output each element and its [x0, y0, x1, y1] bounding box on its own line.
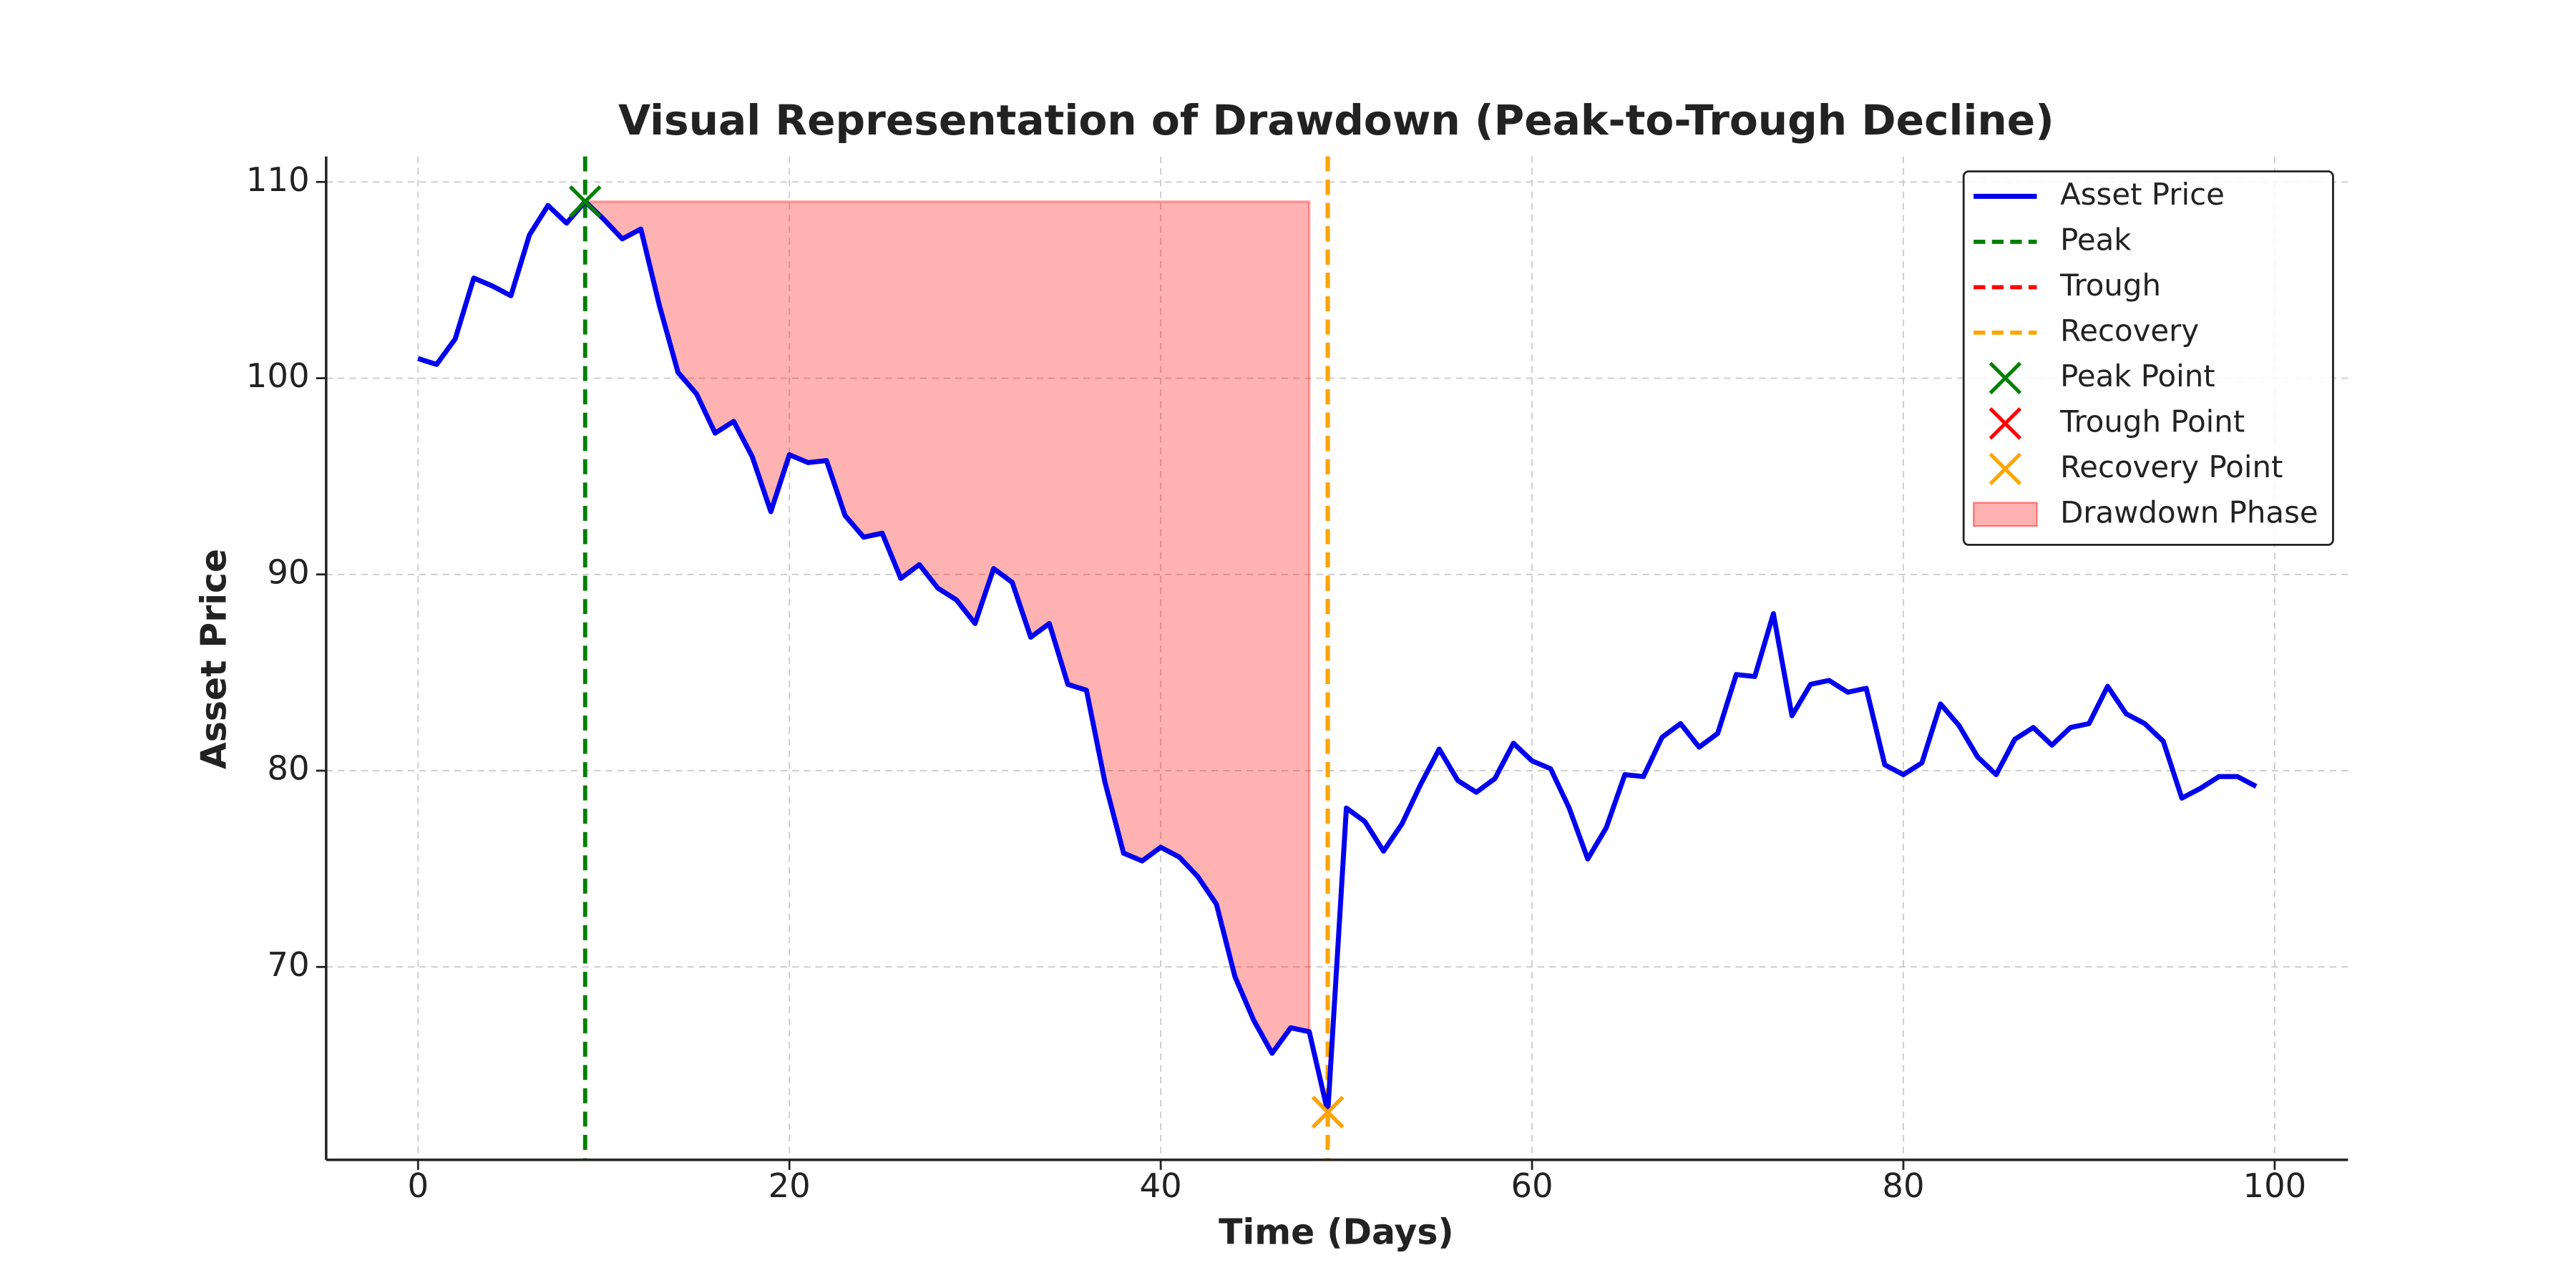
legend-swatch — [1989, 361, 2022, 395]
axes: 0 20 40 60 80 100 70 80 90 100 110 — [246, 156, 2348, 1205]
chart-title: Visual Representation of Drawdown (Peak-… — [618, 96, 2054, 145]
legend-swatch — [1989, 452, 2022, 486]
y-tick-label: 110 — [246, 160, 310, 199]
price-line — [417, 199, 2258, 1115]
marker — [1311, 1096, 1345, 1129]
legend-label: Peak — [2060, 222, 2132, 257]
y-tick-label: 70 — [267, 945, 309, 984]
x-tick-label: 40 — [1140, 1166, 1182, 1205]
legend-label: Peak Point — [2060, 358, 2215, 394]
y-tick-label: 90 — [267, 552, 309, 591]
legend-label: Trough — [2059, 268, 2161, 303]
x-tick-label: 0 — [407, 1166, 429, 1205]
plot-area — [417, 156, 2258, 1160]
legend-swatch — [1989, 407, 2022, 440]
x-tick-label: 100 — [2243, 1166, 2307, 1205]
x-tick-label: 80 — [1882, 1166, 1924, 1205]
y-tick-label: 100 — [246, 356, 310, 395]
y-tick-label: 80 — [267, 749, 309, 788]
x-tick-label: 20 — [769, 1166, 811, 1205]
legend-label: Recovery — [2060, 313, 2199, 348]
legend: Asset Price Peak Trough Recovery Peak Point T… — [1962, 170, 2334, 546]
drawdown-area — [582, 200, 1311, 1056]
legend-box — [1962, 170, 2334, 546]
legend-swatch — [1972, 502, 2038, 527]
x-tick-label: 60 — [1511, 1166, 1553, 1205]
x-axis-label: Time (Days) — [1219, 1212, 1454, 1253]
y-axis-label: Asset Price — [193, 549, 234, 769]
legend-label: Recovery Point — [2060, 449, 2283, 484]
legend-label: Asset Price — [2060, 177, 2225, 212]
legend-label: Trough Point — [2059, 404, 2245, 439]
marker — [569, 185, 602, 218]
legend-label: Drawdown Phase — [2060, 494, 2318, 530]
